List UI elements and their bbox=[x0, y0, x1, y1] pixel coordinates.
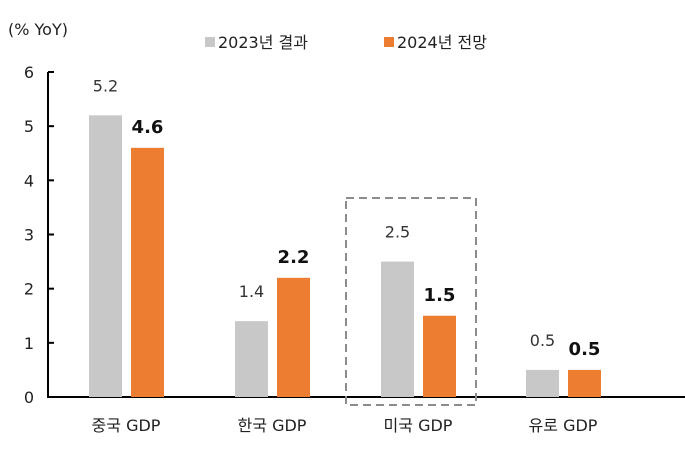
y-tick-label: 2 bbox=[24, 280, 34, 299]
bar-2023 bbox=[89, 115, 122, 397]
y-tick-label: 6 bbox=[24, 63, 34, 82]
bar-2023 bbox=[235, 321, 268, 397]
data-label: 1.5 bbox=[424, 285, 456, 306]
data-label: 0.5 bbox=[569, 339, 601, 360]
highlight-dashed-box bbox=[345, 197, 477, 406]
bars: 5.2 4.6 1.4 2.2 2.5 1.5 0.5 0.5 bbox=[89, 76, 601, 406]
legend-label-2024: 2024년 전망 bbox=[397, 33, 487, 52]
legend-label-2023: 2023년 결과 bbox=[218, 33, 308, 52]
bar-2023 bbox=[381, 261, 414, 397]
y-axis-unit-label: (% YoY) bbox=[8, 20, 68, 39]
data-label: 4.6 bbox=[132, 117, 164, 138]
bar-2024 bbox=[568, 369, 601, 397]
x-tick-label: 유로 GDP bbox=[529, 416, 598, 435]
x-axis-labels: 중국 GDP 한국 GDP 미국 GDP 유로 GDP bbox=[92, 416, 598, 435]
legend-swatch-2024 bbox=[384, 37, 394, 47]
bar-2024 bbox=[277, 277, 310, 397]
x-tick-label: 미국 GDP bbox=[384, 416, 453, 435]
data-label: 0.5 bbox=[530, 331, 555, 350]
y-tick-label: 0 bbox=[24, 388, 34, 407]
bar-2024 bbox=[131, 147, 164, 397]
data-label: 1.4 bbox=[239, 282, 264, 301]
bar-2023 bbox=[526, 369, 559, 397]
legend: 2023년 결과 2024년 전망 bbox=[205, 33, 487, 52]
data-label: 2.5 bbox=[385, 223, 410, 242]
bar-2024 bbox=[423, 315, 456, 397]
data-label: 5.2 bbox=[93, 76, 118, 95]
legend-swatch-2023 bbox=[205, 37, 215, 47]
y-tick-label: 4 bbox=[24, 171, 34, 190]
data-label: 2.2 bbox=[278, 247, 310, 268]
x-tick-label: 한국 GDP bbox=[238, 416, 307, 435]
y-tick-label: 5 bbox=[24, 117, 34, 136]
y-tick-label: 3 bbox=[24, 226, 34, 245]
x-tick-label: 중국 GDP bbox=[92, 416, 161, 435]
y-tick-label: 1 bbox=[24, 334, 34, 353]
